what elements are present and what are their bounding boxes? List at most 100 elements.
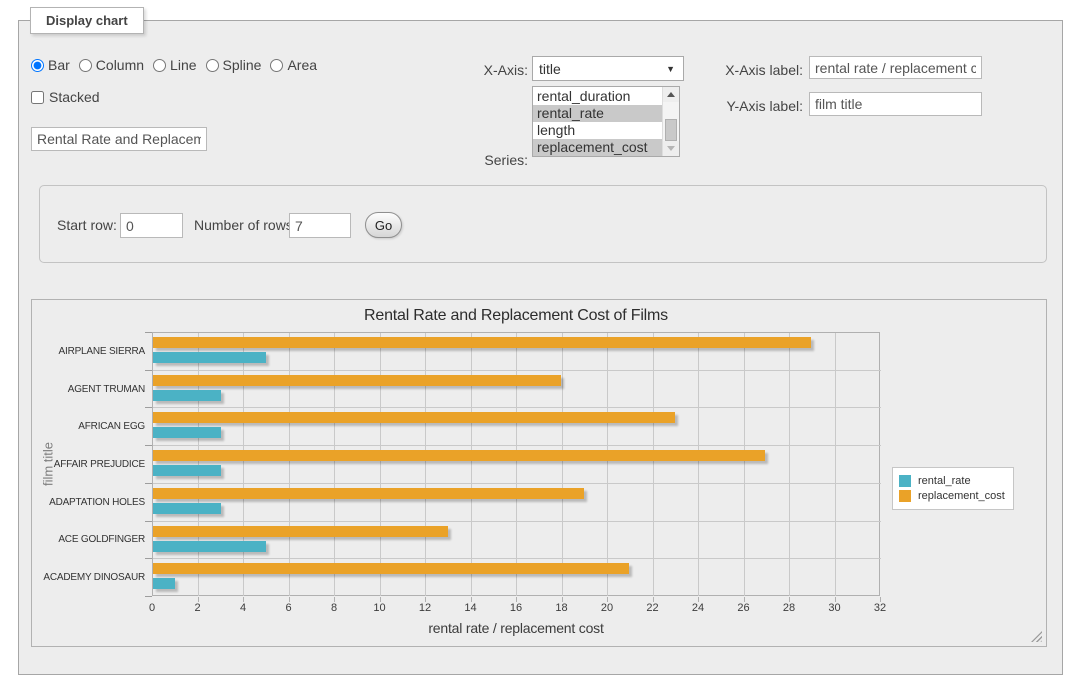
gridline xyxy=(153,558,881,559)
y-tick-mark xyxy=(145,521,152,522)
x-tick-label: 20 xyxy=(601,602,613,614)
category-label: AGENT TRUMAN xyxy=(32,384,145,395)
start-row-label: Start row: xyxy=(57,217,117,233)
chart-type-option-area[interactable]: Area xyxy=(270,57,317,73)
number-of-rows-label: Number of rows: xyxy=(194,217,297,233)
chart-type-radio-line[interactable] xyxy=(153,59,166,72)
series-option[interactable]: rental_rate xyxy=(533,105,662,122)
x-axis-selected-value: title xyxy=(533,61,666,77)
gridline xyxy=(471,333,472,596)
series-options: rental_duration rental_rate length repla… xyxy=(533,87,662,156)
chart-type-radio-spline[interactable] xyxy=(206,59,219,72)
y-tick-mark xyxy=(145,483,152,484)
series-option[interactable]: replacement_cost xyxy=(533,139,662,156)
chart-type-label: Spline xyxy=(223,57,262,73)
chart-legend: rental_rate replacement_cost xyxy=(892,467,1014,510)
legend-swatch-icon xyxy=(899,475,911,487)
x-axis-select[interactable]: title ▼ xyxy=(532,56,684,81)
resize-handle-icon[interactable] xyxy=(1031,631,1042,642)
chart-type-radio-area[interactable] xyxy=(270,59,283,72)
chart-bar xyxy=(153,503,221,514)
gridline xyxy=(698,333,699,596)
category-label: AFRICAN EGG xyxy=(32,421,145,432)
gridline xyxy=(153,521,881,522)
gridline xyxy=(243,333,244,596)
category-label: AIRPLANE SIERRA xyxy=(32,346,145,357)
gridline xyxy=(153,483,881,484)
legend-swatch-icon xyxy=(899,490,911,502)
x-axis-label-input[interactable] xyxy=(809,56,982,79)
category-label: AFFAIR PREJUDICE xyxy=(32,459,145,470)
x-tick-label: 22 xyxy=(646,602,658,614)
start-row-input[interactable] xyxy=(120,213,183,238)
y-tick-mark xyxy=(145,596,152,597)
legend-item: replacement_cost xyxy=(899,490,1005,502)
gridline xyxy=(653,333,654,596)
chart-type-option-bar[interactable]: Bar xyxy=(31,57,70,73)
x-tick-label: 18 xyxy=(555,602,567,614)
stacked-option[interactable]: Stacked xyxy=(31,89,100,105)
x-tick-label: 26 xyxy=(737,602,749,614)
chart-title-input[interactable] xyxy=(31,127,207,151)
chart-bar xyxy=(153,427,221,438)
number-of-rows-input[interactable] xyxy=(289,213,351,238)
x-tick-label: 4 xyxy=(240,602,246,614)
chart-type-label: Area xyxy=(287,57,317,73)
gridline xyxy=(334,333,335,596)
chart-type-label: Line xyxy=(170,57,196,73)
x-tick-label: 16 xyxy=(510,602,522,614)
stacked-checkbox[interactable] xyxy=(31,91,44,104)
gridline xyxy=(425,333,426,596)
gridline xyxy=(153,370,881,371)
x-tick-label: 10 xyxy=(373,602,385,614)
chart-bar xyxy=(153,450,765,461)
chart-type-option-line[interactable]: Line xyxy=(153,57,196,73)
x-tick-label: 14 xyxy=(464,602,476,614)
chart-bar xyxy=(153,352,266,363)
chart-type-label: Bar xyxy=(48,57,70,73)
scrollbar-thumb[interactable] xyxy=(665,119,677,141)
chart-bar xyxy=(153,563,629,574)
page: Display chart Bar Column Line Spline Are… xyxy=(0,0,1081,681)
chart-bar xyxy=(153,412,675,423)
category-label: ACADEMY DINOSAUR xyxy=(32,572,145,583)
series-listbox[interactable]: rental_duration rental_rate length repla… xyxy=(532,86,680,157)
gridline xyxy=(380,333,381,596)
chart-canvas: Rental Rate and Replacement Cost of Film… xyxy=(31,299,1047,647)
chart-type-option-spline[interactable]: Spline xyxy=(206,57,262,73)
x-axis-title: rental rate / replacement cost xyxy=(152,620,880,636)
x-tick-label: 28 xyxy=(783,602,795,614)
gridline xyxy=(744,333,745,596)
gridline xyxy=(789,333,790,596)
chart-bar xyxy=(153,541,266,552)
x-tick-label: 12 xyxy=(419,602,431,614)
chart-bar xyxy=(153,375,561,386)
y-tick-mark xyxy=(145,558,152,559)
chart-type-radio-bar[interactable] xyxy=(31,59,44,72)
scroll-down-icon[interactable] xyxy=(663,141,679,156)
legend-label: rental_rate xyxy=(918,475,971,487)
rows-panel: Start row: Number of rows: Go xyxy=(39,185,1047,263)
y-axis-label-input[interactable] xyxy=(809,92,982,116)
y-tick-mark xyxy=(145,407,152,408)
x-tick-label: 0 xyxy=(149,602,155,614)
x-tick-label: 2 xyxy=(194,602,200,614)
chart-type-radio-column[interactable] xyxy=(79,59,92,72)
x-tick-label: 8 xyxy=(331,602,337,614)
panel-title: Display chart xyxy=(30,7,144,34)
chart-type-radiogroup: Bar Column Line Spline Area xyxy=(31,57,317,73)
x-tick-label: 6 xyxy=(285,602,291,614)
series-option[interactable]: length xyxy=(533,122,662,139)
gridline xyxy=(835,333,836,596)
series-option[interactable]: rental_duration xyxy=(533,88,662,105)
go-button[interactable]: Go xyxy=(365,212,402,238)
stacked-label: Stacked xyxy=(49,89,100,105)
x-axis-select-label: X-Axis: xyxy=(419,62,528,78)
chart-title: Rental Rate and Replacement Cost of Film… xyxy=(152,307,880,325)
gridline xyxy=(516,333,517,596)
gridline xyxy=(607,333,608,596)
chart-type-option-column[interactable]: Column xyxy=(79,57,144,73)
category-label: ACE GOLDFINGER xyxy=(32,534,145,545)
series-select-label: Series: xyxy=(419,152,528,168)
chart-bar xyxy=(153,488,584,499)
